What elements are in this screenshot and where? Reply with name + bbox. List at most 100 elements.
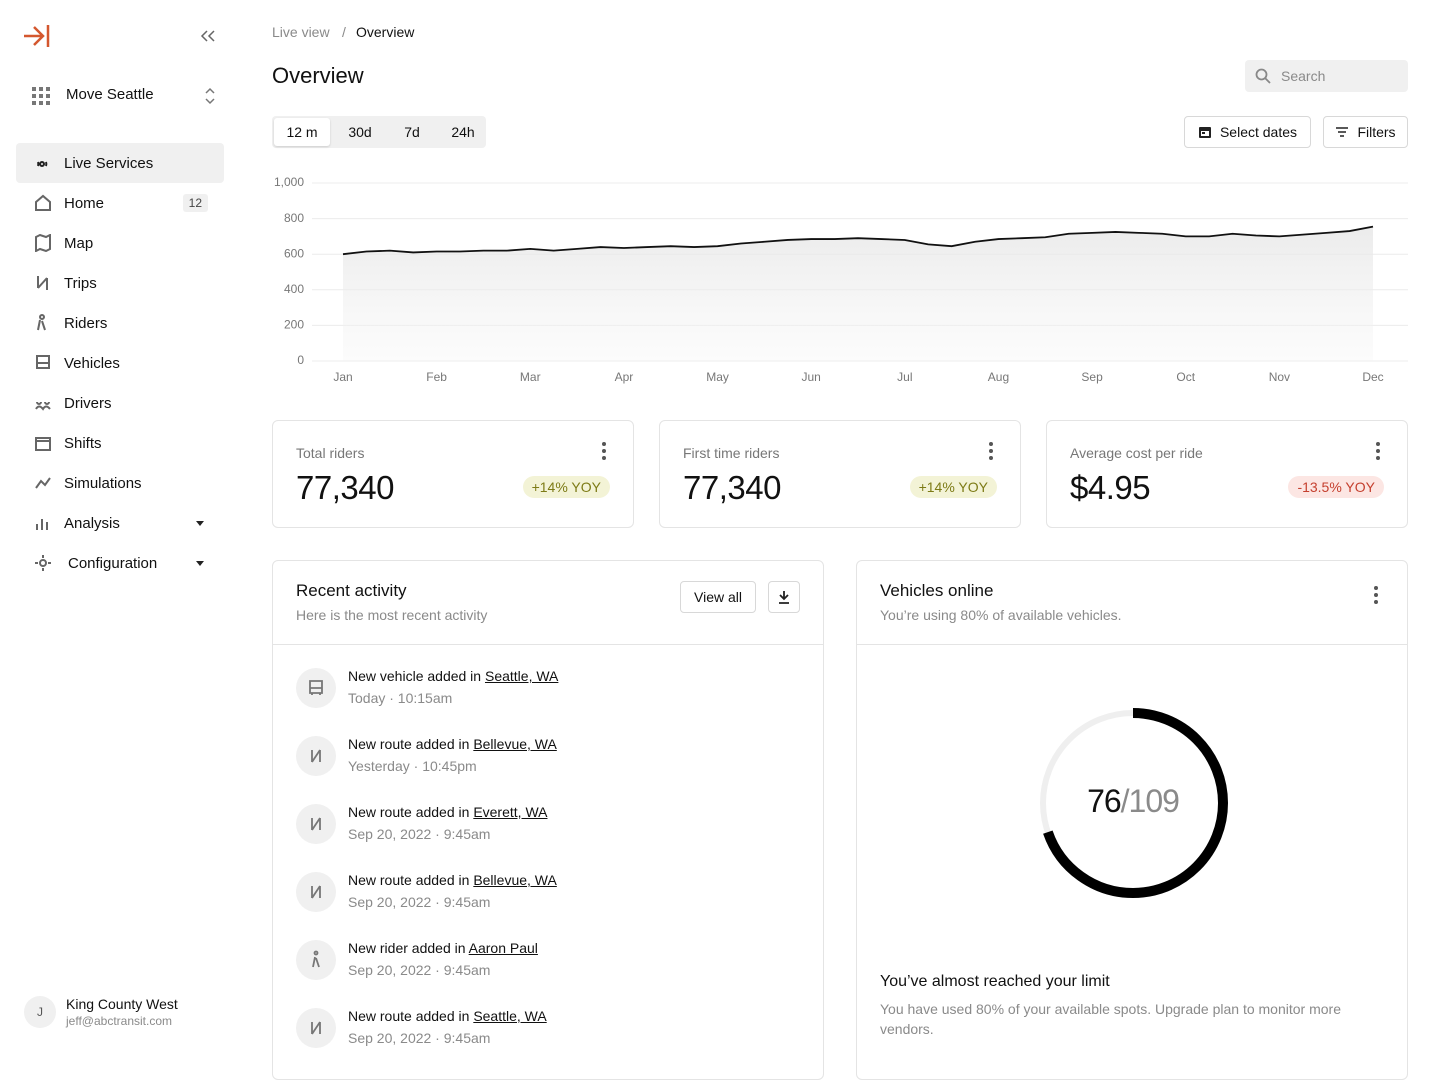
- vehicles-card: Vehicles online You’re using 80% of avai…: [856, 560, 1408, 1080]
- range-option[interactable]: 7d: [404, 124, 420, 140]
- filters-button[interactable]: Filters: [1323, 116, 1408, 148]
- stat-label: First time riders: [683, 445, 780, 461]
- x-tick-label: Nov: [1269, 370, 1290, 384]
- activity-time: Yesterday · 10:45pm: [348, 758, 477, 774]
- search-box[interactable]: Search: [1245, 60, 1408, 92]
- activity-icon: [296, 668, 336, 708]
- nav-item[interactable]: Riders: [16, 303, 224, 343]
- activity-text: New vehicle added in Seattle, WA: [348, 668, 558, 684]
- icon-shape: [35, 437, 51, 451]
- caret-shape: [196, 560, 204, 566]
- view-all-button[interactable]: View all: [680, 581, 756, 613]
- activity-text: New route added in Bellevue, WA: [348, 872, 557, 888]
- stat-change: -13.5% YOY: [1288, 476, 1384, 498]
- dot: [1376, 449, 1380, 453]
- caret: [196, 560, 204, 566]
- activity-action: New route added in: [348, 872, 470, 888]
- activity-icon: [296, 872, 336, 912]
- nav-item[interactable]: Live Services: [16, 143, 224, 183]
- dot: [1376, 442, 1380, 446]
- card-subtitle: You’re using 80% of available vehicles.: [880, 607, 1122, 623]
- nav-icon: [37, 314, 46, 331]
- nav-badge: 12: [182, 194, 208, 212]
- activity-card: Recent activity Here is the most recent …: [272, 560, 824, 1080]
- search-placeholder: Search: [1281, 68, 1326, 84]
- gauge: [1038, 708, 1228, 898]
- more-menu[interactable]: [988, 441, 994, 461]
- dot: [602, 442, 606, 446]
- download-button[interactable]: [768, 581, 800, 613]
- activity-link[interactable]: Aaron Paul: [468, 940, 538, 956]
- activity-icon: [296, 804, 336, 844]
- collapse-button[interactable]: [200, 29, 216, 43]
- org-name[interactable]: Move Seattle: [66, 86, 154, 103]
- more-menu[interactable]: [1373, 585, 1379, 605]
- nav-icon: [35, 477, 51, 489]
- x-tick-label: Feb: [426, 370, 447, 384]
- icon-shape: [37, 276, 48, 290]
- nav-item[interactable]: Analysis: [16, 503, 224, 543]
- nav-item[interactable]: Map: [16, 223, 224, 263]
- activity-text: New route added in Everett, WA: [348, 804, 547, 820]
- line: [342, 225, 1374, 256]
- icon-shape: [36, 519, 48, 530]
- stat-label: Average cost per ride: [1070, 445, 1203, 461]
- nav-item[interactable]: Simulations: [16, 463, 224, 503]
- nav-label: Shifts: [64, 434, 102, 452]
- more-menu[interactable]: [601, 441, 607, 461]
- activity-time: Sep 20, 2022 · 9:45am: [348, 894, 491, 910]
- icon-shape: [35, 477, 51, 489]
- gauge-arc: [1038, 708, 1228, 898]
- activity-action: New route added in: [348, 1008, 470, 1024]
- nav-item[interactable]: Trips: [16, 263, 224, 303]
- activity-time: Sep 20, 2022 · 9:45am: [348, 962, 491, 978]
- page-title: Overview: [272, 63, 364, 88]
- activity-action: New route added in: [348, 804, 470, 820]
- caret: [196, 520, 204, 526]
- icon-shape: [312, 950, 320, 968]
- activity-link[interactable]: Everett, WA: [473, 804, 548, 820]
- x-tick-label: Sep: [1081, 370, 1103, 384]
- x-tick-label: Jan: [333, 370, 352, 384]
- nav-label: Drivers: [64, 394, 112, 412]
- nav-label: Map: [64, 234, 94, 252]
- nav-label: Configuration: [68, 554, 158, 572]
- nav-item[interactable]: Shifts: [16, 423, 224, 463]
- x-tick-label: May: [706, 370, 729, 384]
- range-option[interactable]: 12 m: [274, 118, 330, 146]
- nav-item[interactable]: Configuration: [16, 543, 224, 583]
- divider: [273, 644, 823, 645]
- y-tick-label: 600: [284, 246, 304, 260]
- x-tick-label: Oct: [1176, 370, 1195, 384]
- range-option[interactable]: 24h: [451, 124, 475, 140]
- nav-item[interactable]: Drivers: [16, 383, 224, 423]
- nav-icon: [35, 401, 51, 411]
- activity-action: New rider added in: [348, 940, 466, 956]
- icon-shape: [311, 885, 321, 899]
- activity-time: Today · 10:15am: [348, 690, 453, 706]
- activity-link[interactable]: Bellevue, WA: [473, 736, 557, 752]
- activity-link[interactable]: Seattle, WA: [484, 668, 559, 684]
- nav-label: Home: [64, 194, 105, 212]
- stat-card: Average cost per ride $4.95 -13.5% YOY: [1046, 420, 1408, 528]
- more-menu[interactable]: [1375, 441, 1381, 461]
- stat-value: $4.95: [1070, 469, 1151, 506]
- org-switch[interactable]: [204, 87, 216, 105]
- used: 76: [1087, 783, 1122, 819]
- stat-change: +14% YOY: [522, 476, 610, 498]
- activity-icon: [296, 940, 336, 980]
- nav-item[interactable]: Home 12: [16, 183, 224, 223]
- range-option[interactable]: 30d: [348, 124, 372, 140]
- nav-item[interactable]: Vehicles: [16, 343, 224, 383]
- activity-link[interactable]: Bellevue, WA: [473, 872, 557, 888]
- select-dates-button[interactable]: Select dates: [1184, 116, 1311, 148]
- breadcrumb[interactable]: Live view: [272, 24, 330, 40]
- icon-shape: [35, 555, 51, 571]
- activity-link[interactable]: Seattle, WA: [473, 1008, 547, 1024]
- separator: /: [1120, 783, 1130, 819]
- x-tick-label: Dec: [1362, 370, 1383, 384]
- button-label: Filters: [1357, 124, 1396, 140]
- stat-card: First time riders 77,340 +14% YOY: [659, 420, 1021, 528]
- y-tick-label: 0: [297, 353, 304, 367]
